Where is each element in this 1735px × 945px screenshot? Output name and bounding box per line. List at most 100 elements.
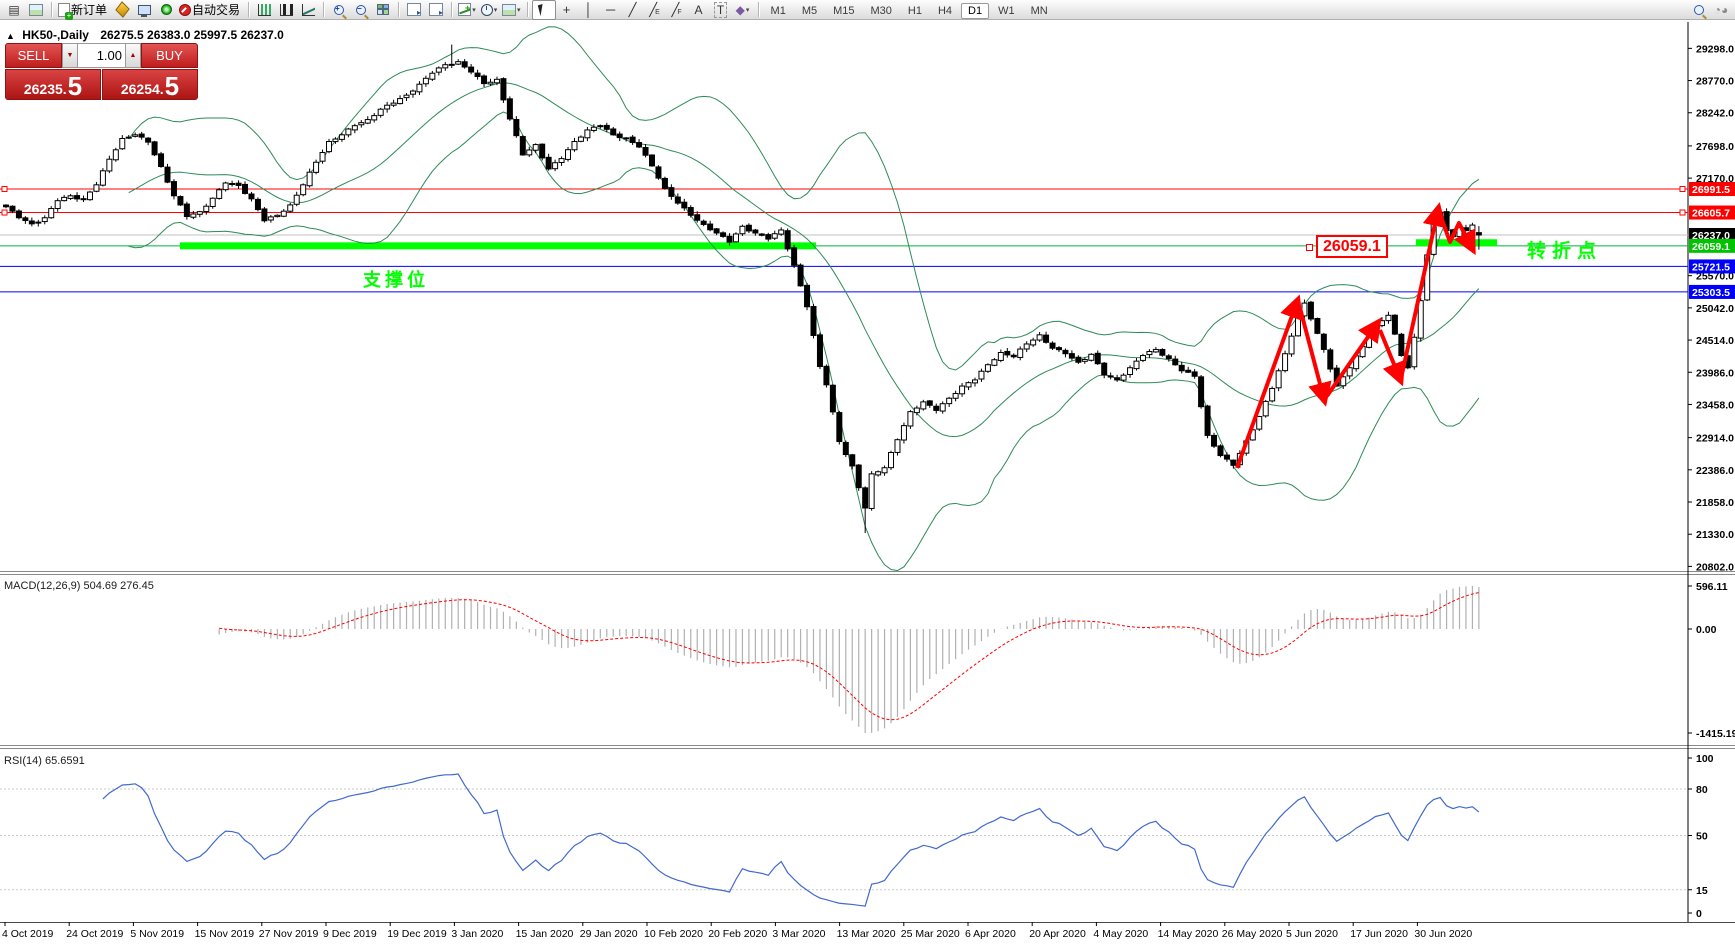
- timeframe-m30-button[interactable]: M30: [870, 4, 892, 17]
- bar-chart-mode-button[interactable]: [253, 1, 275, 19]
- timeframe-h4-button[interactable]: H4: [937, 4, 953, 17]
- toolbar-separator: [451, 2, 453, 17]
- sell-price[interactable]: 26235. 5: [5, 69, 101, 100]
- chart-shift-button[interactable]: [425, 1, 447, 19]
- caret-down-icon: ▾: [745, 6, 750, 14]
- level-label-handle[interactable]: [1306, 244, 1313, 251]
- sell-price-main: 26235.: [23, 80, 67, 97]
- toolbar-separator: [757, 2, 759, 17]
- time-axis-label: 3 Mar 2020: [772, 928, 825, 940]
- macd-axis: 596.11 0.00 -1415.19: [1688, 581, 1735, 740]
- svg-text:50: 50: [1696, 831, 1708, 843]
- new-order-button[interactable]: 新订单: [56, 1, 111, 20]
- hline-handle[interactable]: [1, 209, 8, 216]
- fibonacci-tool-button[interactable]: ╱ F: [671, 1, 682, 17]
- macd-indicator-label: MACD(12,26,9) 504.69 276.45: [4, 580, 154, 592]
- caret-down-icon: ▾: [472, 6, 476, 14]
- buy-price[interactable]: 26254. 5: [102, 69, 198, 100]
- auto-scroll-button[interactable]: [403, 1, 425, 19]
- time-axis-label: 14 May 2020: [1158, 928, 1219, 940]
- timeframe-m1-button[interactable]: M1: [770, 4, 786, 17]
- time-axis-label: 30 Jun 2020: [1414, 928, 1472, 940]
- svg-text:20802.0: 20802.0: [1696, 561, 1734, 573]
- time-axis-label: 19 Dec 2019: [387, 928, 447, 940]
- autotrade-button[interactable]: 自动交易: [177, 1, 244, 19]
- channel-tool-button[interactable]: ╱ E: [649, 1, 660, 17]
- market-depth-button[interactable]: [111, 1, 133, 19]
- volume-increase-button[interactable]: ▲: [125, 43, 141, 68]
- timeframe-mn-button[interactable]: MN: [1030, 4, 1048, 17]
- chart-window-button[interactable]: [25, 1, 47, 19]
- svg-text:26059.1: 26059.1: [1692, 241, 1730, 253]
- terminal-button[interactable]: [133, 1, 155, 19]
- time-axis-label: 13 Mar 2020: [837, 928, 896, 940]
- time-axis-label: 26 May 2020: [1222, 928, 1283, 940]
- horizontal-line-tool-button[interactable]: ─: [600, 1, 622, 19]
- vertical-line-tool-button[interactable]: │: [578, 1, 600, 19]
- zoom-in-button[interactable]: +: [328, 1, 350, 19]
- time-axis-label: 9 Dec 2019: [323, 928, 377, 940]
- text-tool-button[interactable]: A: [688, 1, 710, 19]
- shapes-icon: ◆: [735, 2, 745, 17]
- crosshair-tool-button[interactable]: +: [556, 1, 578, 19]
- volume-input[interactable]: 1.00: [78, 43, 125, 68]
- svg-text:23458.0: 23458.0: [1696, 399, 1734, 411]
- periods-button[interactable]: ▾: [478, 1, 500, 19]
- buy-button[interactable]: BUY: [141, 43, 198, 68]
- templates-button[interactable]: ▾: [500, 1, 523, 19]
- community-chat-button[interactable]: ◔◕: [1710, 1, 1732, 19]
- time-axis-label: 29 Jan 2020: [580, 928, 638, 940]
- pivot-point-text[interactable]: 转折点: [1527, 241, 1603, 262]
- candle-chart-mode-button[interactable]: [275, 1, 297, 19]
- hline-handle[interactable]: [1679, 209, 1686, 216]
- ohlc-values: 26275.5 26383.0 25997.5 26237.0: [100, 28, 284, 42]
- svg-text:25570.0: 25570.0: [1696, 271, 1734, 283]
- add-indicator-icon: [458, 3, 472, 16]
- timeframe-d1-button[interactable]: D1: [961, 2, 990, 19]
- search-button[interactable]: [1688, 1, 1710, 19]
- zoom-out-button[interactable]: −: [350, 1, 372, 19]
- shapes-tool-button[interactable]: ◆ ▾: [732, 1, 754, 19]
- svg-text:29298.0: 29298.0: [1696, 43, 1734, 55]
- market-watch-button[interactable]: ▤: [8, 2, 20, 17]
- time-axis-label: 20 Feb 2020: [708, 928, 767, 940]
- text-label-tool-button[interactable]: T: [710, 1, 732, 19]
- time-axis-label: 3 Jan 2020: [451, 928, 503, 940]
- signals-button[interactable]: [155, 1, 177, 19]
- time-axis[interactable]: 4 Oct 2019 24 Oct 2019 5 Nov 2019 15 Nov 20…: [2, 922, 1472, 940]
- svg-text:26605.7: 26605.7: [1692, 208, 1730, 220]
- candlestick-series: [3, 44, 1482, 533]
- autotrade-icon: [179, 3, 192, 16]
- timeframe-m5-button[interactable]: M5: [801, 4, 818, 17]
- bollinger-lower-band: [128, 111, 1480, 571]
- timeframe-m15-button[interactable]: M15: [833, 4, 855, 17]
- svg-text:0: 0: [1696, 908, 1702, 920]
- support-level-text[interactable]: 支撑位: [363, 270, 429, 290]
- level-price-label[interactable]: 26059.1: [1316, 235, 1388, 258]
- bar-chart-icon: [257, 3, 271, 16]
- tile-windows-button[interactable]: [372, 1, 394, 19]
- rsi-indicator-label: RSI(14) 65.6591: [4, 755, 85, 767]
- volume-decrease-button[interactable]: ▼: [62, 43, 78, 68]
- support-zone-bar[interactable]: [180, 242, 816, 250]
- trendline-tool-button[interactable]: ╱: [622, 1, 644, 19]
- svg-text:596.11: 596.11: [1696, 581, 1728, 593]
- collapse-panel-icon[interactable]: ▲: [6, 31, 15, 41]
- gold-cube-icon: [114, 1, 130, 18]
- svg-text:26991.5: 26991.5: [1692, 184, 1730, 196]
- one-click-trading-panel: SELL ▼ 1.00 ▲ BUY 26235. 5 26254. 5: [5, 43, 198, 100]
- line-chart-mode-button[interactable]: [297, 1, 319, 19]
- hline-handle[interactable]: [1679, 185, 1686, 192]
- cursor-tool-button[interactable]: [531, 0, 556, 20]
- trend-arrows[interactable]: [1235, 202, 1476, 469]
- search-icon: [1694, 4, 1704, 15]
- support-zone-bar[interactable]: [1416, 239, 1497, 247]
- timeframe-h1-button[interactable]: H1: [907, 4, 922, 17]
- sell-button[interactable]: SELL: [5, 43, 62, 68]
- timeframe-w1-button[interactable]: W1: [998, 4, 1015, 17]
- hline-handle[interactable]: [1, 185, 8, 192]
- indicators-button[interactable]: ▾: [456, 1, 478, 19]
- time-axis-label: 15 Jan 2020: [516, 928, 574, 940]
- buy-price-big-digit: 5: [164, 70, 180, 101]
